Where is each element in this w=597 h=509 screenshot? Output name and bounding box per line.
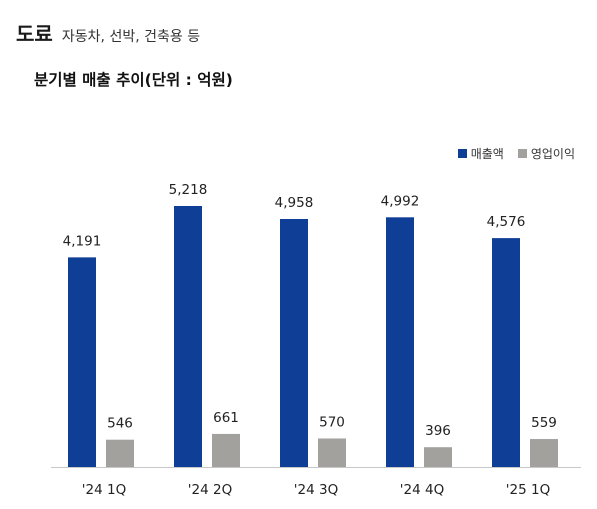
label-operating-profit-1: 546 — [107, 416, 133, 432]
bar-operating-profit-1 — [106, 439, 134, 467]
section-header: 도료 자동차, 선박, 건축용 등 — [16, 18, 200, 47]
bar-revenue-3 — [280, 219, 308, 467]
section-heading: 도료 — [16, 22, 53, 46]
x-tick-label-4: '24 4Q — [400, 482, 444, 498]
legend-swatch-operating-profit — [517, 149, 527, 158]
label-operating-profit-3: 570 — [319, 414, 345, 430]
label-revenue-4: 4,992 — [381, 193, 420, 209]
chart-title: 분기별 매출 추이(단위 : 억원) — [34, 71, 233, 89]
chart-legend: 매출액 영업이익 — [457, 145, 575, 162]
x-tick-label-5: '25 1Q — [506, 482, 550, 498]
x-tick-label-2: '24 2Q — [188, 482, 232, 498]
bar-operating-profit-5 — [530, 439, 558, 467]
label-operating-profit-2: 661 — [213, 410, 239, 426]
legend-label-operating-profit: 영업이익 — [530, 147, 575, 161]
label-revenue-5: 4,576 — [487, 214, 526, 230]
bar-revenue-2 — [174, 206, 202, 467]
label-revenue-1: 4,191 — [63, 233, 102, 249]
legend-swatch-revenue — [457, 149, 467, 158]
bar-operating-profit-3 — [318, 438, 346, 467]
bar-revenue-4 — [386, 217, 414, 467]
legend-label-revenue: 매출액 — [470, 147, 504, 161]
bar-operating-profit-4 — [424, 447, 452, 467]
x-tick-label-1: '24 1Q — [82, 482, 126, 498]
label-revenue-3: 4,958 — [275, 195, 314, 211]
label-operating-profit-5: 559 — [531, 415, 557, 431]
label-operating-profit-4: 396 — [425, 423, 451, 439]
legend-item-operating-profit: 영업이익 — [517, 145, 575, 162]
legend-item-revenue: 매출액 — [457, 145, 504, 162]
section-subheading: 자동차, 선박, 건축용 등 — [61, 29, 201, 45]
bar-revenue-5 — [492, 238, 520, 467]
bar-operating-profit-2 — [212, 433, 240, 467]
bar-revenue-1 — [68, 257, 96, 467]
label-revenue-2: 5,218 — [169, 182, 208, 198]
x-tick-label-3: '24 3Q — [294, 482, 338, 498]
